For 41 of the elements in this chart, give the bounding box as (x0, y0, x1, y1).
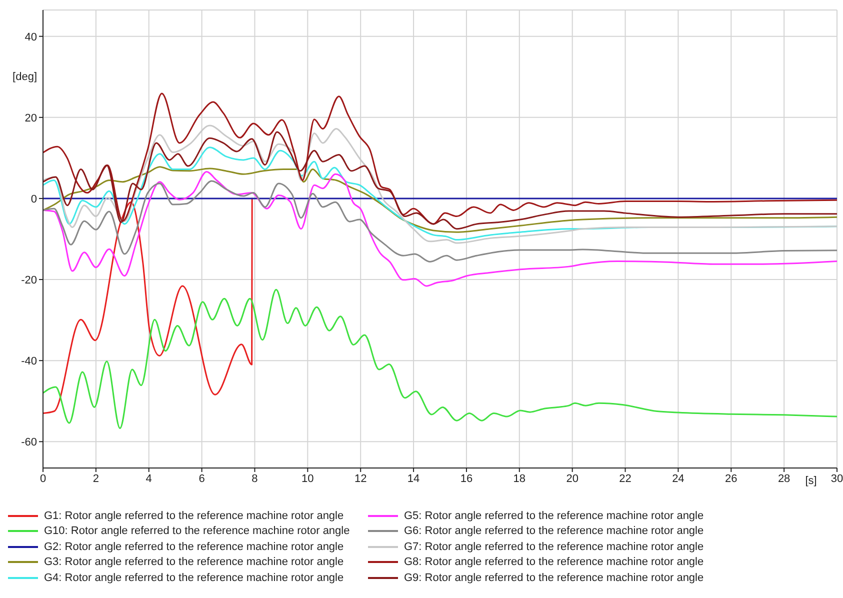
line-series (43, 166, 837, 233)
legend-label: G8: Rotor angle referred to the reference machine rotor angle (404, 556, 704, 568)
x-tick-label: 22 (619, 472, 632, 485)
x-tick-label: 10 (302, 472, 314, 485)
x-tick-label: 16 (460, 472, 473, 485)
x-tick-label: 2 (92, 472, 99, 485)
legend-label: G6: Rotor angle referred to the reference machine rotor angle (404, 525, 704, 538)
x-tick-label: 24 (672, 472, 684, 485)
legend-label: G2: Rotor angle referred to the reference machine rotor angle (44, 540, 344, 553)
y-tick-label: -60 (21, 436, 37, 449)
x-tick-label: 14 (407, 472, 420, 485)
legend-label: G4: Rotor angle referred to the reference machine rotor angle (44, 572, 344, 584)
legend-label: G3: Rotor angle referred to the reference machine rotor angle (44, 556, 344, 568)
y-tick-label: -20 (21, 274, 37, 286)
y-tick-label: 40 (24, 31, 37, 44)
x-tick-label: 18 (513, 472, 526, 485)
line-series (43, 92, 837, 225)
y-tick-label: -40 (21, 356, 37, 368)
legend-label: G9: Rotor angle referred to the reference machine rotor angle (404, 572, 704, 584)
y-tick-label: 20 (24, 112, 37, 124)
line-series (43, 131, 837, 230)
x-tick-label: 26 (725, 472, 738, 485)
y-tick-label: 0 (30, 193, 37, 206)
x-tick-label: 30 (830, 472, 843, 485)
line-series (43, 198, 253, 414)
x-tick-label: 20 (566, 472, 578, 485)
legend-label: G1: Rotor angle referred to the reference machine rotor angle (44, 510, 344, 522)
line-series (43, 180, 837, 262)
x-tick-label: 12 (354, 472, 367, 485)
x-tick-label: 6 (198, 472, 205, 485)
legend-label: G7: Rotor angle referred to the reference machine rotor angle (404, 540, 704, 553)
line-series (43, 170, 837, 287)
x-tick-label: 0 (40, 472, 46, 485)
legend-label: G10: Rotor angle referred to the reference machine rotor angle (44, 525, 350, 538)
x-tick-label: 28 (778, 472, 790, 485)
y-axis-title: [deg] (12, 71, 37, 83)
legend-label: G5: Rotor angle referred to the reference machine rotor angle (404, 510, 704, 522)
line-series (43, 288, 837, 430)
x-axis-title: [s] (805, 475, 817, 487)
x-tick-label: 8 (252, 472, 258, 485)
x-tick-label: 4 (146, 472, 152, 485)
